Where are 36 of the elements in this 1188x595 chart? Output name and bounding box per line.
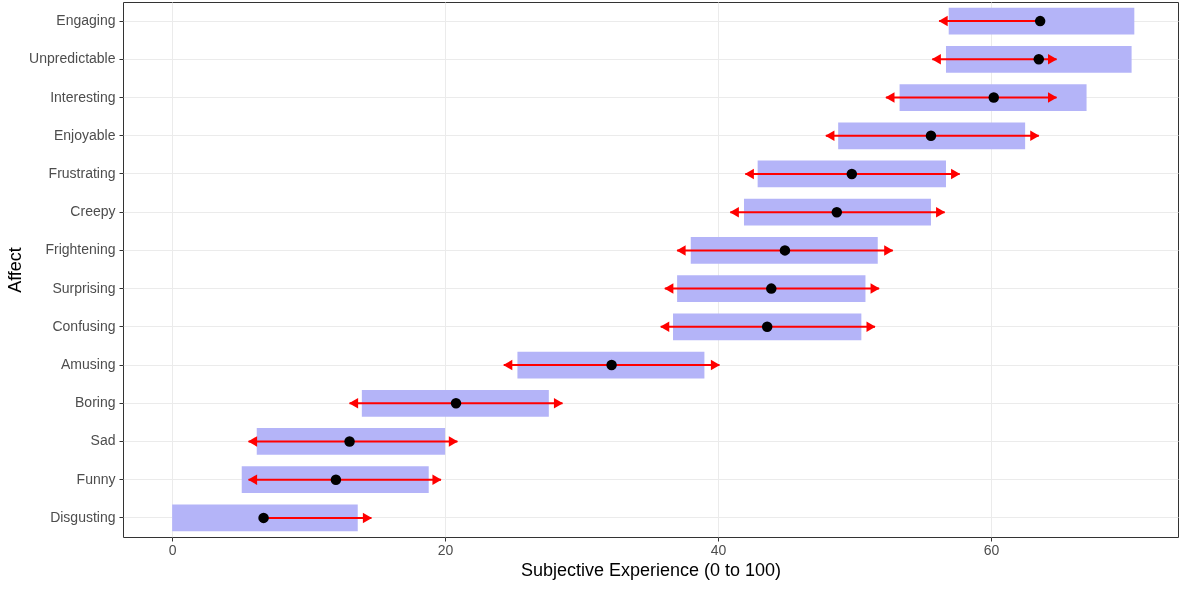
point xyxy=(846,168,858,180)
x-tick-label: 60 xyxy=(983,541,1000,558)
point xyxy=(344,436,355,447)
point xyxy=(925,130,937,141)
point xyxy=(988,92,999,103)
point xyxy=(450,398,462,409)
y-tick-label: Disgusting xyxy=(50,508,116,525)
point xyxy=(1034,15,1046,27)
y-tick-label: Boring xyxy=(75,394,116,411)
y-tick-label: Unpredictable xyxy=(29,50,116,67)
y-tick-label: Frightening xyxy=(45,241,116,258)
y-tick-label: Engaging xyxy=(56,12,116,29)
point xyxy=(258,512,269,524)
y-tick-label: Creepy xyxy=(70,203,116,220)
y-tick-label: Funny xyxy=(76,470,116,487)
point xyxy=(761,321,773,333)
x-tick-label: 0 xyxy=(168,541,177,558)
y-tick-label: Sad xyxy=(90,432,116,449)
point xyxy=(606,359,617,371)
y-tick-label: Surprising xyxy=(52,279,116,296)
point xyxy=(330,474,342,485)
bar xyxy=(172,504,358,532)
y-tick-label: Amusing xyxy=(61,356,116,373)
x-axis-title: Subjective Experience (0 to 100) xyxy=(520,559,782,580)
point xyxy=(766,283,777,294)
y-tick-label: Confusing xyxy=(52,317,116,334)
y-tick-label: Enjoyable xyxy=(54,126,116,143)
bar xyxy=(948,7,1135,35)
x-tick-label: 20 xyxy=(437,541,454,558)
y-axis-title: Affect xyxy=(5,247,26,293)
y-tick-label: Frustrating xyxy=(48,164,116,181)
y-tick-label: Interesting xyxy=(50,88,116,105)
point xyxy=(831,206,843,218)
x-tick-label: 40 xyxy=(710,541,727,558)
point xyxy=(1033,54,1045,65)
point xyxy=(779,245,791,256)
